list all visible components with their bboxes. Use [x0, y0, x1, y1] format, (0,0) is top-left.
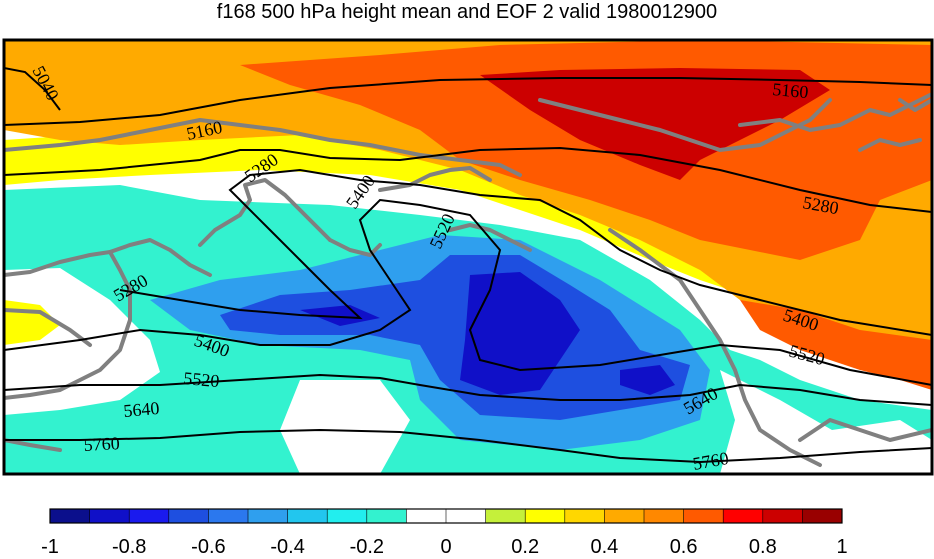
- colorbar-tick-label: 0.6: [669, 536, 698, 558]
- colorbar-tick-label: -1: [41, 536, 59, 558]
- contour-5040: [4, 67, 61, 111]
- colorbar-swatch: [208, 509, 249, 523]
- contour-label: 5520: [183, 368, 221, 391]
- contour-label: 5160: [772, 79, 810, 102]
- contour-label: 5760: [83, 433, 120, 455]
- colorbar-swatch: [644, 509, 685, 523]
- colorbar-swatch: [366, 509, 407, 523]
- contour-5160-west: [4, 77, 932, 126]
- colorbar-swatch: [287, 509, 328, 523]
- colorbar-tick-label: -0.8: [111, 536, 147, 558]
- colorbar-swatch: [327, 509, 368, 523]
- colorbar-swatch: [604, 509, 645, 523]
- map-title: f168 500 hPa height mean and EOF 2 valid…: [216, 1, 718, 23]
- colorbar-swatch: [50, 509, 91, 523]
- colorbar-swatch: [129, 509, 170, 523]
- dark-red-shading: [480, 68, 830, 180]
- colorbar-swatch: [525, 509, 566, 523]
- contour-5760: [4, 428, 932, 464]
- colorbar-tick-label: -0.4: [270, 536, 305, 558]
- colorbar-swatch: [485, 509, 526, 523]
- colorbar-swatch: [683, 509, 724, 523]
- colorbar-swatch: [89, 509, 130, 523]
- colorbar-swatch: [248, 509, 289, 523]
- colorbar-swatch: [723, 509, 764, 523]
- colorbar-swatch: [168, 509, 209, 523]
- colorbar-swatch: [406, 509, 447, 523]
- colorbar-swatch: [762, 509, 803, 523]
- eof-map: 5040 5160 5280 5400 5520 5160 5280 5400 …: [2, 38, 934, 476]
- colorbar-tick-label: 0.8: [748, 536, 777, 558]
- contour-5520: [4, 198, 932, 386]
- colorbar-swatch: [564, 509, 605, 523]
- deep-blue-shading: [300, 272, 675, 395]
- contour-5280: [4, 146, 932, 213]
- contour-5400: [119, 168, 932, 336]
- red-orange-shading-se: [740, 300, 932, 390]
- colorbar-swatch: [802, 509, 843, 523]
- colorbar-tick-label: -0.2: [349, 536, 385, 558]
- colorbar-frame: [49, 508, 843, 524]
- white-gap-south: [280, 380, 410, 474]
- map-frame: [2, 38, 934, 476]
- contour-label: 5640: [123, 398, 161, 421]
- colorbar-tick-label: 1: [836, 536, 848, 558]
- colorbar-swatch: [446, 509, 487, 523]
- height-contours: [4, 67, 932, 464]
- colorbar-tick-label: 0: [440, 536, 452, 558]
- contour-5640: [4, 373, 932, 406]
- coastlines: [4, 93, 932, 467]
- colorbar-tick-label: 0.4: [590, 536, 619, 558]
- white-gap-east: [720, 370, 932, 474]
- colorbar-swatches: [50, 509, 843, 523]
- colorbar-tick-label: -0.6: [191, 536, 226, 558]
- colorbar-tick-label: 0.2: [511, 536, 540, 558]
